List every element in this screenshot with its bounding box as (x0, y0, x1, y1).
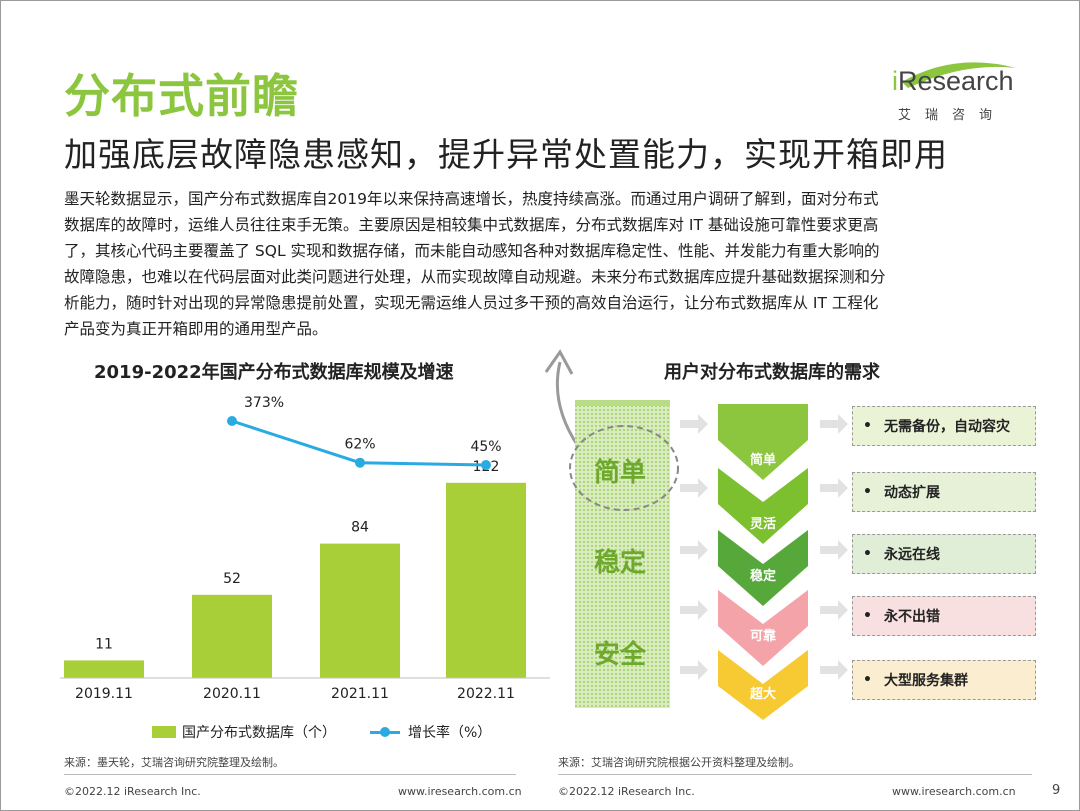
pillar-label-1: 简单 (594, 458, 647, 488)
pillar-label-2: 稳定 (594, 548, 647, 578)
flow-arrows (680, 414, 848, 680)
bullet: • (863, 546, 872, 562)
footer-copyright-right: ©2022.12 iResearch Inc. (558, 785, 695, 798)
x-tick-label: 2022.11 (457, 686, 515, 702)
growth-value-label: 373% (244, 395, 284, 411)
page-subtitle: 加强底层故障隐患感知，提升异常处置能力，实现开箱即用 (64, 135, 948, 174)
footer-copyright-left: ©2022.12 iResearch Inc. (64, 785, 201, 798)
stage-chevron-2 (718, 468, 808, 544)
logo-wordmark: iResearch (892, 66, 1014, 97)
stage-chevron-4 (718, 590, 808, 666)
dashed-ellipse (569, 425, 679, 511)
bar-2022.11 (446, 482, 526, 678)
paragraph-line: 了，其核心代码主要覆盖了 SQL 实现和数据存储，而未能自动感知各种对数据库稳定… (64, 242, 880, 260)
bar-value-label: 52 (223, 571, 241, 587)
growth-point (227, 416, 237, 426)
bar-value-label: 84 (351, 520, 369, 536)
pillar-cap (575, 400, 670, 406)
need-item-5: • 大型服务集群 (852, 660, 1036, 700)
footer-divider-left (64, 774, 516, 775)
stage-label-2: 灵活 (749, 516, 776, 532)
left-chart-title: 2019-2022年国产分布式数据库规模及增速 (94, 362, 454, 383)
legend-line-label: 增长率（%） (408, 725, 492, 741)
need-item-1: • 无需备份，自动容灾 (852, 406, 1036, 446)
bullet: • (863, 608, 872, 624)
logo-i: i (892, 66, 898, 96)
stage-chevron-3 (718, 530, 808, 606)
pillar-block (575, 404, 670, 708)
bullet: • (863, 418, 872, 434)
footer-divider-right (558, 774, 1032, 775)
curve-arrow-head-icon (544, 349, 574, 375)
x-tick-label: 2020.11 (203, 686, 261, 702)
bullet: • (863, 672, 872, 688)
stage-chevron-1 (718, 404, 808, 480)
page-number: 9 (1052, 783, 1061, 798)
logo-swoosh-icon (902, 62, 1016, 88)
paragraph-line: 故障隐患，也难以在代码层面对此类问题进行处理，从而实现故障自动规避。未来分布式数… (64, 268, 886, 286)
chart-legend: 国产分布式数据库（个） 增长率（%） (152, 722, 491, 742)
need-label: 大型服务集群 (883, 673, 968, 689)
page-title: 分布式前瞻 (64, 69, 299, 123)
bar-value-label: 11 (95, 636, 113, 652)
need-item-2: • 动态扩展 (852, 472, 1036, 512)
need-label: 永不出错 (883, 609, 940, 625)
stage-label-4: 可靠 (749, 628, 776, 644)
iresearch-logo: iResearch 艾瑞咨询 (892, 58, 1022, 123)
x-tick-label: 2019.11 (75, 686, 133, 702)
legend-line-swatch (370, 726, 400, 737)
logo-subtitle: 艾瑞咨询 (898, 108, 1007, 123)
footer-url-left: www.iresearch.com.cn (398, 785, 522, 798)
legend-bar-swatch (152, 726, 176, 738)
growth-point (481, 460, 491, 470)
need-label: 永远在线 (883, 547, 940, 563)
pillar-label-3: 安全 (594, 640, 647, 670)
need-item-4: • 永不出错 (852, 596, 1036, 636)
curve-arrow-icon (555, 361, 580, 447)
growth-chart: 115284122 373%62%45% 2019.112020.112021.… (60, 395, 550, 702)
paragraph-line: 产品变为真正开箱即用的通用型产品。 (64, 320, 328, 338)
stage-chevron-5 (718, 650, 808, 720)
footer-url-right: www.iresearch.com.cn (892, 785, 1016, 798)
x-tick-label: 2021.11 (331, 686, 389, 702)
legend-bar-label: 国产分布式数据库（个） (182, 725, 336, 741)
bar-2019.11 (64, 660, 144, 678)
stage-label-1: 简单 (749, 452, 776, 468)
paragraph-line: 析能力，随时针对出现的异常隐患提前处置，实现无需运维人员过多干预的高效自治运行，… (64, 294, 879, 312)
right-diagram-title: 用户对分布式数据库的需求 (664, 362, 880, 383)
stage-label-5: 超大 (749, 686, 776, 702)
bullet: • (863, 484, 872, 500)
diagram-background (544, 349, 848, 720)
need-label: 无需备份，自动容灾 (883, 419, 1010, 435)
right-source: 来源：艾瑞咨询研究院根据公开资料整理及绘制。 (558, 756, 800, 769)
left-source: 来源：墨天轮，艾瑞咨询研究院整理及绘制。 (64, 756, 284, 769)
stage-label-3: 稳定 (749, 568, 776, 584)
growth-value-label: 45% (470, 439, 501, 455)
growth-point (355, 457, 365, 468)
need-label: 动态扩展 (883, 485, 940, 501)
need-item-3: • 永远在线 (852, 534, 1036, 574)
intro-paragraph: 墨天轮数据显示，国产分布式数据库自2019年以来保持高速增长，热度持续高涨。而通… (64, 186, 1024, 342)
logo-research: Research (898, 66, 1014, 96)
paragraph-line: 墨天轮数据显示，国产分布式数据库自2019年以来保持高速增长，热度持续高涨。而通… (64, 190, 879, 208)
bar-2020.11 (192, 594, 272, 678)
paragraph-line: 数据库的故障时，运维人员往往束手无策。主要原因是相较集中式数据库，分布式数据库对… (64, 216, 879, 234)
growth-value-label: 62% (344, 437, 375, 453)
bar-2021.11 (320, 543, 400, 678)
